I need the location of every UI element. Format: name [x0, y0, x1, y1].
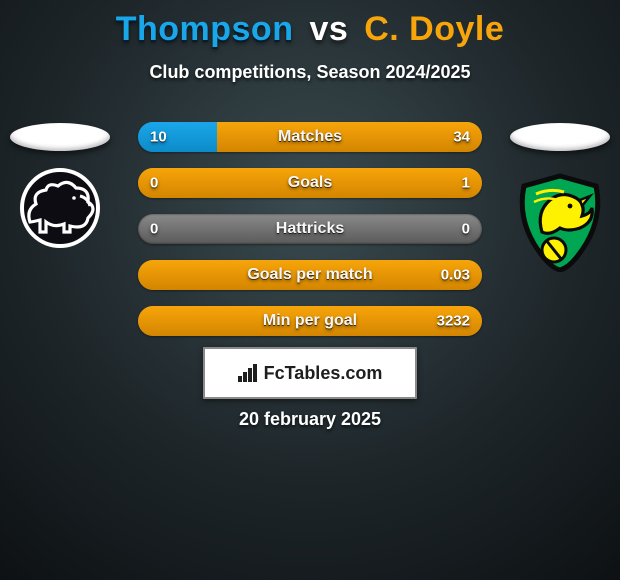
vs-text: vs: [303, 10, 354, 48]
stat-label: Min per goal: [263, 312, 357, 330]
stat-row-goals: 0 1 Goals: [138, 168, 482, 198]
page-title: Thompson vs C. Doyle: [0, 10, 620, 49]
stat-label: Goals per match: [247, 266, 372, 284]
player2-name: C. Doyle: [364, 10, 504, 48]
date-text: 20 february 2025: [0, 409, 620, 430]
stats-rows: 10 34 Matches 0 1 Goals 0 0 Hattricks 0.03 Goals p…: [138, 122, 482, 336]
player1-name: Thompson: [116, 10, 294, 48]
stat-row-goals_per_match: 0.03 Goals per match: [138, 260, 482, 290]
stat-value-right: 1: [462, 175, 470, 192]
bar-chart-icon: [238, 364, 258, 382]
stat-value-left: 0: [150, 221, 158, 238]
stat-row-min_per_goal: 3232 Min per goal: [138, 306, 482, 336]
crest-right: [510, 172, 610, 252]
stat-value-right: 3232: [437, 313, 470, 330]
flag-left: [10, 123, 110, 151]
bar-right: [217, 122, 482, 152]
stat-row-matches: 10 34 Matches: [138, 122, 482, 152]
stat-row-hattricks: 0 0 Hattricks: [138, 214, 482, 244]
crest-left: [10, 168, 110, 248]
stat-value-left: 0: [150, 175, 158, 192]
stat-value-right: 0.03: [441, 267, 470, 284]
flag-right: [510, 123, 610, 151]
stat-label: Matches: [278, 128, 342, 146]
brand-text: FcTables.com: [264, 363, 383, 384]
subtitle: Club competitions, Season 2024/2025: [0, 62, 620, 83]
stat-label: Goals: [288, 174, 332, 192]
stat-label: Hattricks: [276, 220, 344, 238]
stat-value-right: 0: [462, 221, 470, 238]
brand-badge[interactable]: FcTables.com: [203, 347, 417, 399]
stat-value-left: 10: [150, 129, 167, 146]
stat-value-right: 34: [453, 129, 470, 146]
